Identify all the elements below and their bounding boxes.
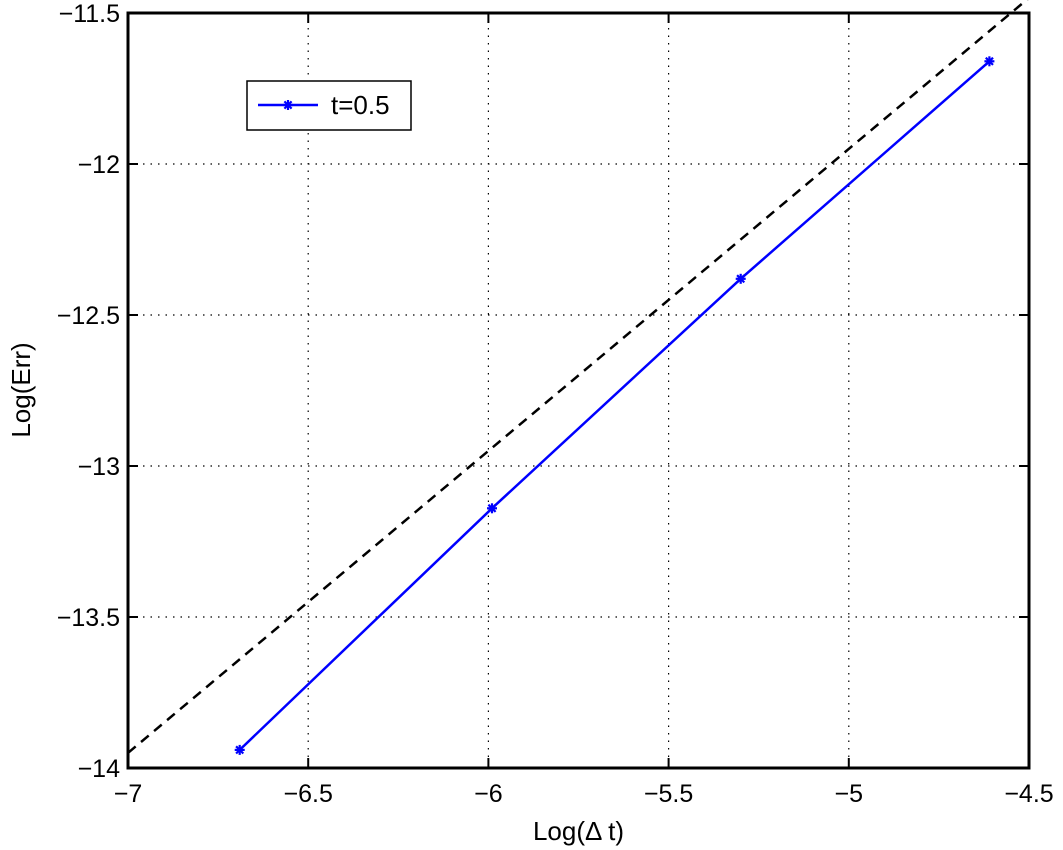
- legend-marker-asterisk: [283, 100, 293, 110]
- plot-frame: [126, 11, 1031, 770]
- axis-ticks: −7 −6.5 −6 −5.5 −5 −4.5 −14 −13.5 −13 −12.5 −12 −11…: [57, 0, 1054, 808]
- x-tick-label: −5: [835, 780, 864, 808]
- legend: t=0.5: [246, 80, 412, 131]
- series-layer: [127, 0, 1029, 755]
- plot-area-background: [128, 13, 1029, 768]
- reference-slope-line: [127, 0, 1029, 754]
- y-tick-label: −14: [78, 755, 121, 783]
- series-line: [238, 60, 991, 751]
- x-tick-label: −6.5: [284, 780, 333, 808]
- y-tick-label: −13: [78, 453, 120, 481]
- y-tick-label: −11.5: [59, 0, 120, 28]
- data-point-marker: [735, 273, 746, 284]
- data-point-marker: [984, 56, 995, 67]
- legend-label: t=0.5: [331, 90, 390, 120]
- x-tick-label: −5.5: [644, 780, 693, 808]
- data-point-marker: [487, 503, 497, 514]
- x-tick-label: −7: [114, 780, 143, 808]
- grid-lines: [128, 13, 1029, 768]
- y-tick-label: −12.5: [57, 302, 120, 330]
- data-point-marker: [234, 744, 245, 755]
- y-tick-label: −12: [78, 151, 120, 179]
- x-tick-label: −6: [474, 780, 503, 808]
- y-axis-label: Log(Err): [6, 342, 36, 437]
- y-tick-label: −13.5: [57, 604, 120, 632]
- x-tick-label: −4.5: [1004, 780, 1053, 808]
- x-axis-label: Log(Δ t): [533, 816, 624, 846]
